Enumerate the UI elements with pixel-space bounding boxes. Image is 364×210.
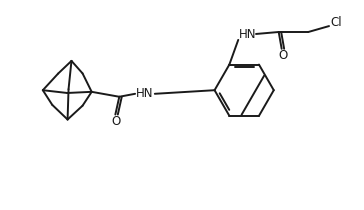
Text: HN: HN [238,29,256,41]
Text: Cl: Cl [330,16,342,29]
Text: O: O [112,115,121,128]
Text: O: O [278,49,287,62]
Text: HN: HN [136,87,154,100]
